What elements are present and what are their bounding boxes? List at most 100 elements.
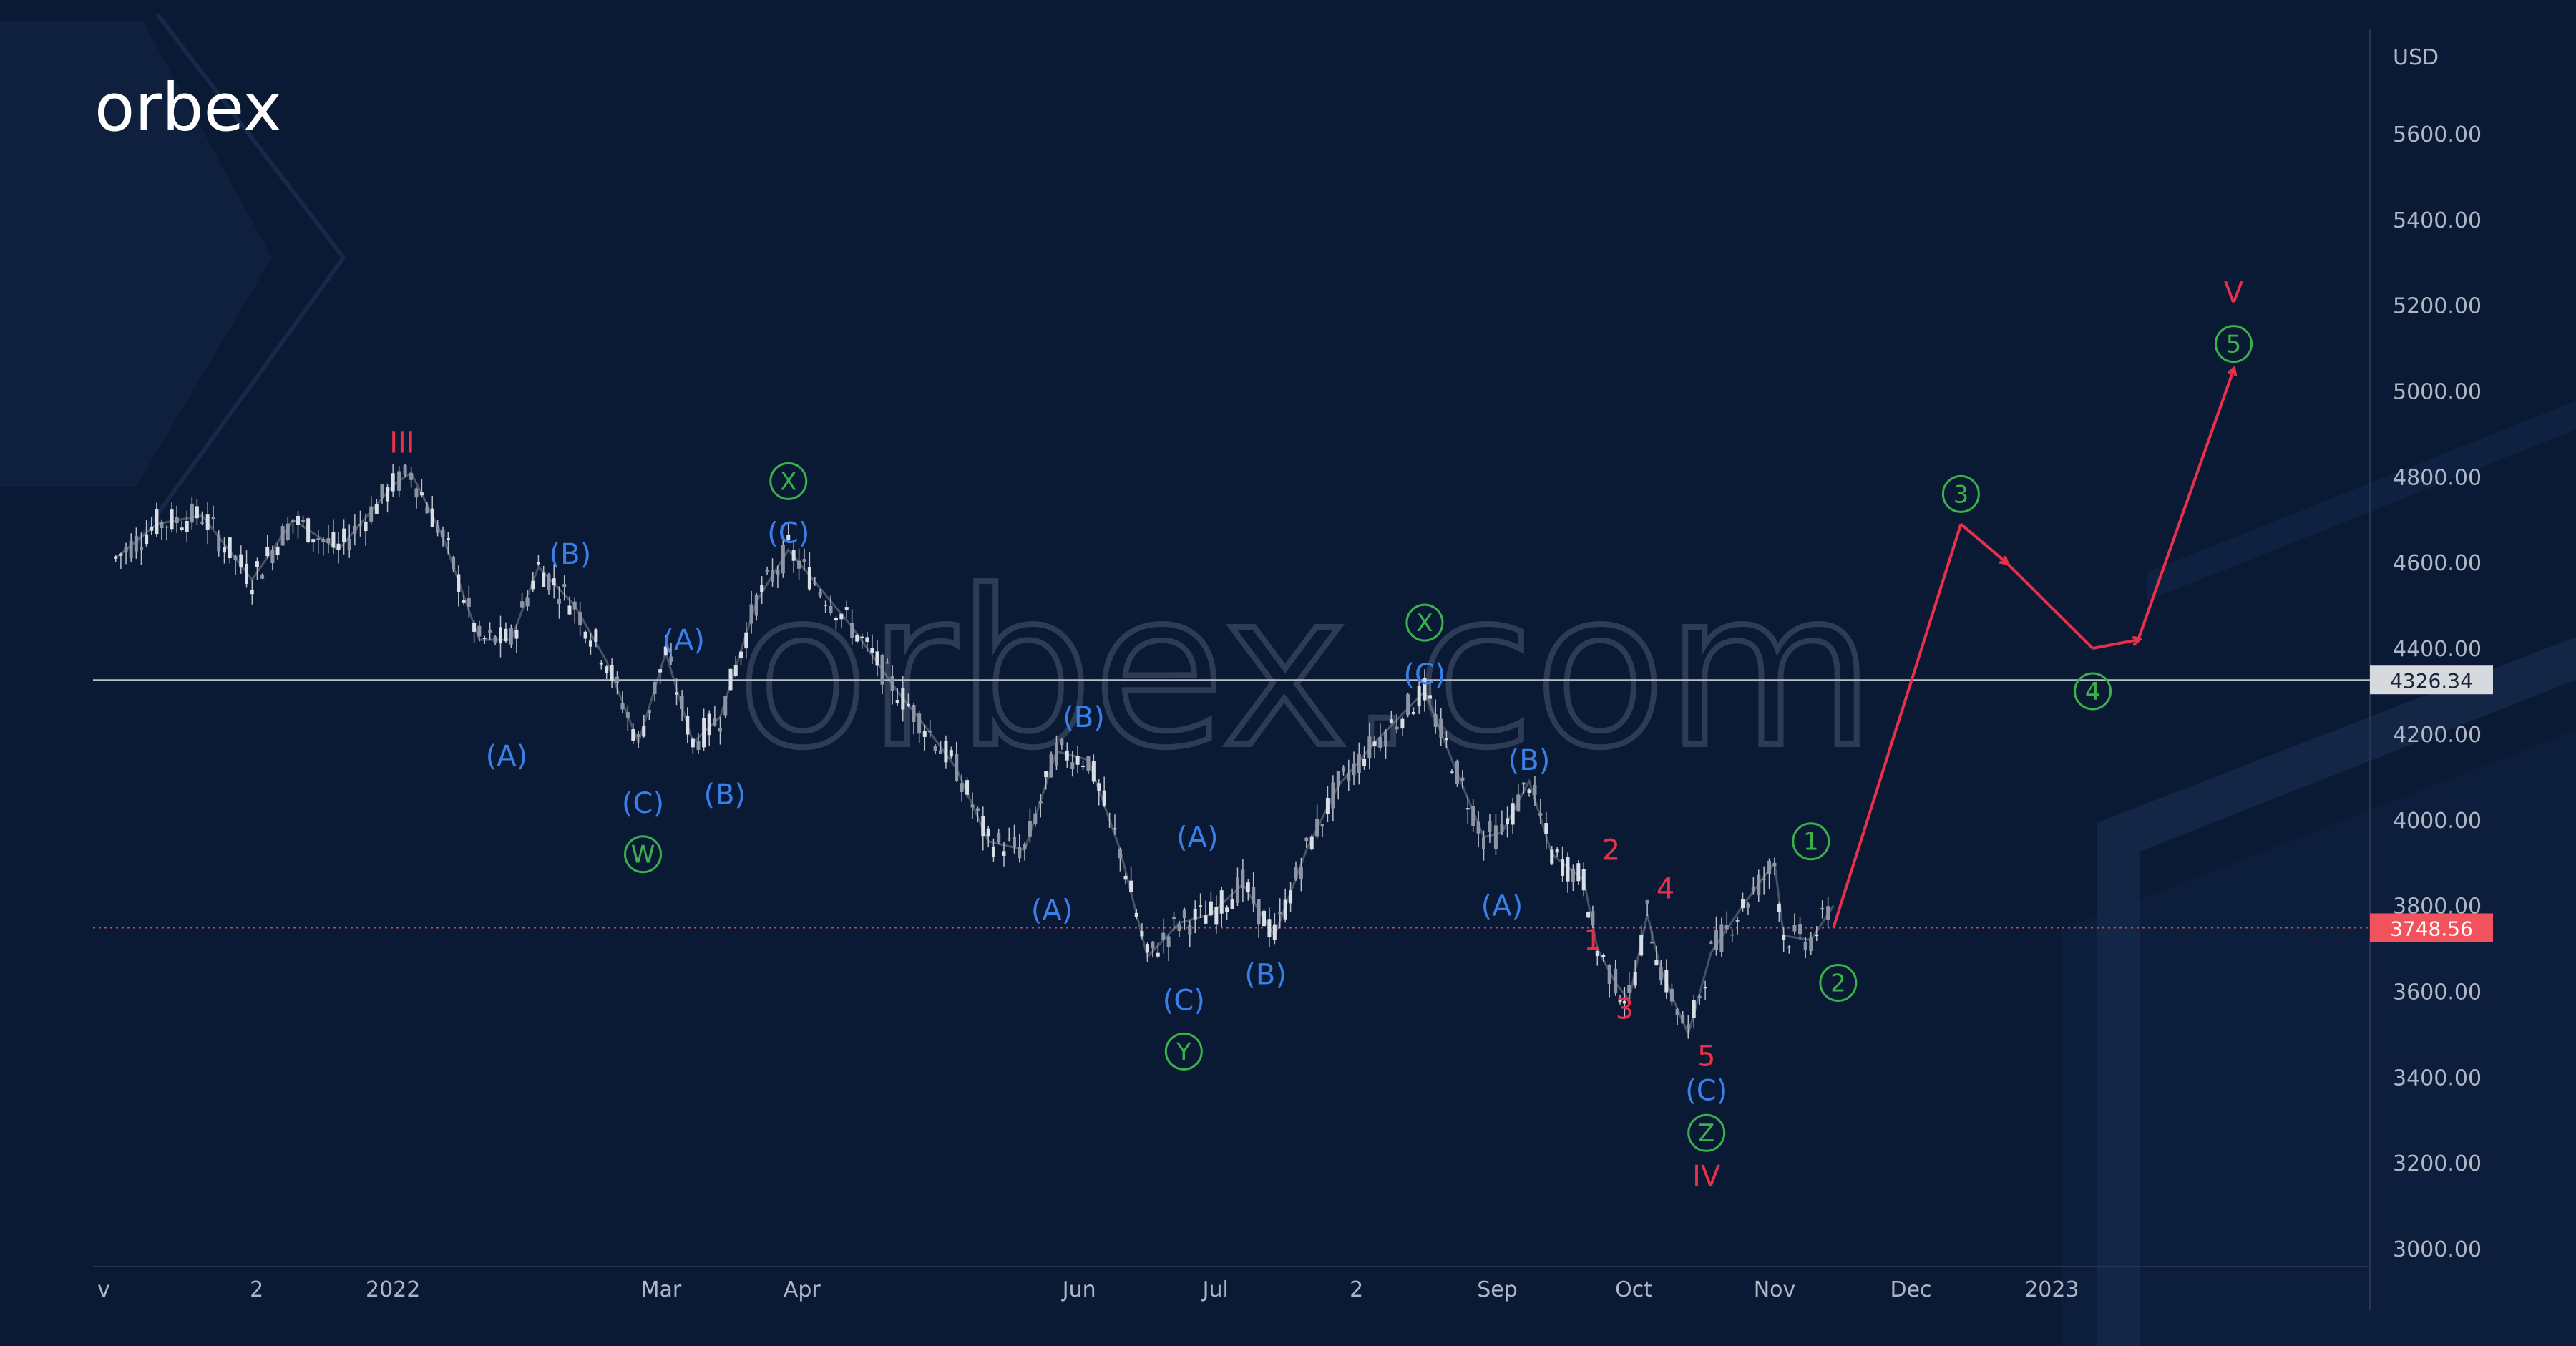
wave-circle — [2074, 672, 2112, 711]
candle-body — [1697, 995, 1702, 998]
wave-label: (B) — [550, 538, 592, 571]
candle-body — [331, 532, 336, 548]
candle-body — [347, 538, 351, 550]
candle-body — [1460, 777, 1465, 781]
candle-body — [1193, 909, 1197, 920]
candle-body — [145, 534, 149, 545]
wave-label: V — [2224, 277, 2244, 310]
candle-body — [477, 625, 482, 637]
candle-body — [1140, 931, 1144, 937]
candle-body — [1049, 753, 1053, 778]
candle-body — [409, 473, 414, 480]
candle-body — [1798, 924, 1802, 935]
candle-body — [1476, 821, 1480, 834]
candle-body — [642, 726, 646, 737]
wave-label: 4 — [2085, 678, 2101, 706]
candle-body — [1809, 937, 1813, 952]
candle-body — [1357, 754, 1361, 774]
candle-body — [713, 718, 717, 726]
candle-body — [414, 488, 419, 498]
candle-body — [1506, 818, 1510, 824]
candle-body — [374, 504, 379, 514]
candle-body — [620, 703, 625, 710]
candle-body — [776, 570, 780, 575]
wave-circle — [1819, 963, 1858, 1002]
candle-body — [981, 816, 985, 837]
candle-body — [1182, 909, 1186, 919]
candle-body — [1633, 972, 1637, 986]
wave-label: IV — [1692, 1160, 1721, 1193]
candle-body — [134, 536, 138, 552]
candle-body — [217, 535, 221, 552]
candle-body — [270, 550, 275, 564]
candle-body — [1782, 935, 1786, 940]
candle-body — [824, 605, 828, 606]
candle-body — [391, 473, 395, 492]
candle-body — [1309, 836, 1314, 850]
candle-body — [1156, 952, 1160, 957]
candle-body — [1214, 907, 1219, 925]
candle-body — [1664, 970, 1669, 993]
candle-body — [1576, 863, 1581, 882]
candle-body — [1209, 901, 1213, 916]
candle-body — [1455, 761, 1459, 784]
candle-body — [880, 655, 884, 685]
candle-body — [1219, 890, 1224, 914]
y-tick-label: 5000.00 — [2393, 380, 2482, 405]
candle-body — [647, 709, 651, 713]
wave-label: (A) — [663, 624, 705, 657]
candle-body — [1018, 847, 1022, 859]
candle-body — [1607, 965, 1611, 984]
wave-label: (C) — [1403, 658, 1445, 691]
candle-body — [933, 746, 937, 751]
wave-label: (B) — [704, 779, 746, 811]
wave-label: III — [389, 426, 414, 459]
candle-body — [1777, 904, 1781, 912]
candle-body — [1389, 719, 1393, 723]
candle-body — [839, 613, 844, 620]
candle-body — [457, 574, 461, 592]
candle-body — [1113, 828, 1117, 830]
candle-body — [452, 557, 456, 570]
candle-body — [353, 525, 357, 534]
candle-body — [1669, 988, 1674, 1002]
candle-body — [1129, 880, 1133, 893]
candle-body — [1091, 761, 1096, 782]
candle-body — [1367, 736, 1372, 759]
candle-body — [336, 543, 341, 550]
wave-label: (C) — [622, 787, 664, 820]
candle-body — [1352, 763, 1356, 776]
candle-body — [165, 526, 169, 528]
candle-body — [397, 471, 401, 491]
candle-body — [1450, 771, 1454, 773]
candle-body — [1826, 906, 1830, 920]
candle-body — [944, 741, 948, 763]
candle-body — [265, 547, 270, 557]
candle-body — [504, 628, 508, 642]
y-tick-label: 4000.00 — [2393, 809, 2482, 834]
candle-body — [1235, 877, 1239, 903]
candle-body — [1566, 857, 1570, 882]
x-tick-label: Jun — [1061, 1277, 1096, 1302]
candle-body — [1618, 998, 1622, 1003]
wave-label: (B) — [1244, 958, 1287, 991]
candle-body — [739, 651, 743, 658]
candle-body — [1681, 1015, 1685, 1024]
candle-body — [1038, 801, 1043, 804]
candle-body — [1595, 950, 1599, 957]
candle-body — [306, 518, 311, 543]
candle-body — [1252, 887, 1256, 904]
candle-body — [1028, 820, 1032, 837]
candle-body — [531, 580, 535, 590]
candle-body — [1714, 930, 1718, 950]
x-tick-label: Mar — [641, 1277, 682, 1302]
wave-label: X — [780, 467, 796, 496]
candle-body — [1272, 924, 1277, 940]
candle-body — [286, 523, 290, 540]
candle-body — [1204, 915, 1208, 924]
candle-body — [114, 556, 118, 559]
candle-body — [707, 713, 711, 736]
candle-body — [1081, 766, 1085, 768]
y-axis: 5600.00 5400.00 5200.00 5000.00 4800.00 4600.… — [2393, 122, 2482, 1262]
